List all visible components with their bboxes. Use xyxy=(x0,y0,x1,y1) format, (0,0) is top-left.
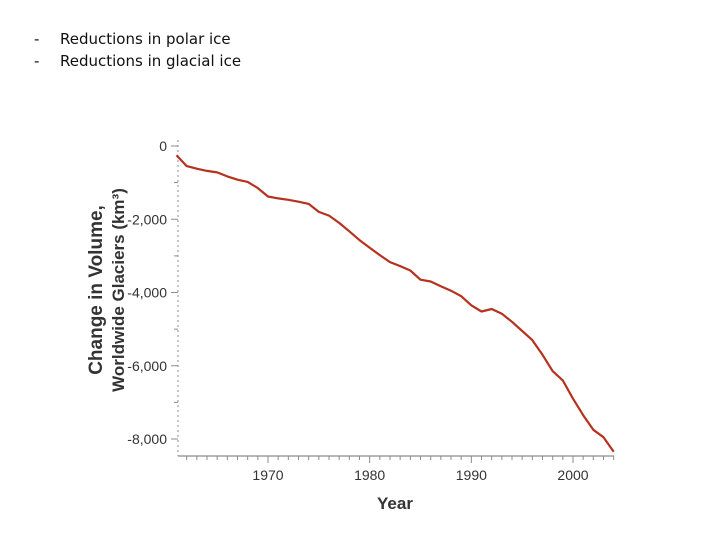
y-tick-label: -4,000 xyxy=(127,285,167,301)
bullet-dash: - xyxy=(34,52,40,70)
bullet-item: - Reductions in glacial ice xyxy=(34,50,241,72)
y-tick-group: 0 -2,000 -4,000 -6,000 -8,000 xyxy=(127,138,178,447)
x-axis-title: Year xyxy=(377,494,413,513)
y-axis-title-line2: Worldwide Glaciers (km³) xyxy=(109,188,128,392)
series-line xyxy=(175,154,615,453)
y-tick-label: -2,000 xyxy=(127,211,167,227)
y-tick-label: 0 xyxy=(159,138,167,154)
x-tick-label: 1990 xyxy=(456,467,487,483)
y-axis-title-line1: Change in Volume, xyxy=(86,205,107,375)
bullet-item: - Reductions in polar ice xyxy=(34,28,241,50)
y-tick-label: -6,000 xyxy=(127,358,167,374)
bullet-dash: - xyxy=(34,30,40,48)
x-tick-label: 1980 xyxy=(354,467,385,483)
y-tick-label: -8,000 xyxy=(127,431,167,447)
x-tick-label: 1970 xyxy=(252,467,283,483)
x-tick-label: 2000 xyxy=(557,467,588,483)
x-tick-group: 1970 1980 1990 2000 xyxy=(186,456,615,483)
bullet-text: Reductions in polar ice xyxy=(60,30,231,48)
y-axis-title: Change in Volume, Worldwide Glaciers (km… xyxy=(86,188,128,392)
bullet-list: - Reductions in polar ice - Reductions i… xyxy=(34,28,241,72)
bullet-text: Reductions in glacial ice xyxy=(60,52,242,70)
